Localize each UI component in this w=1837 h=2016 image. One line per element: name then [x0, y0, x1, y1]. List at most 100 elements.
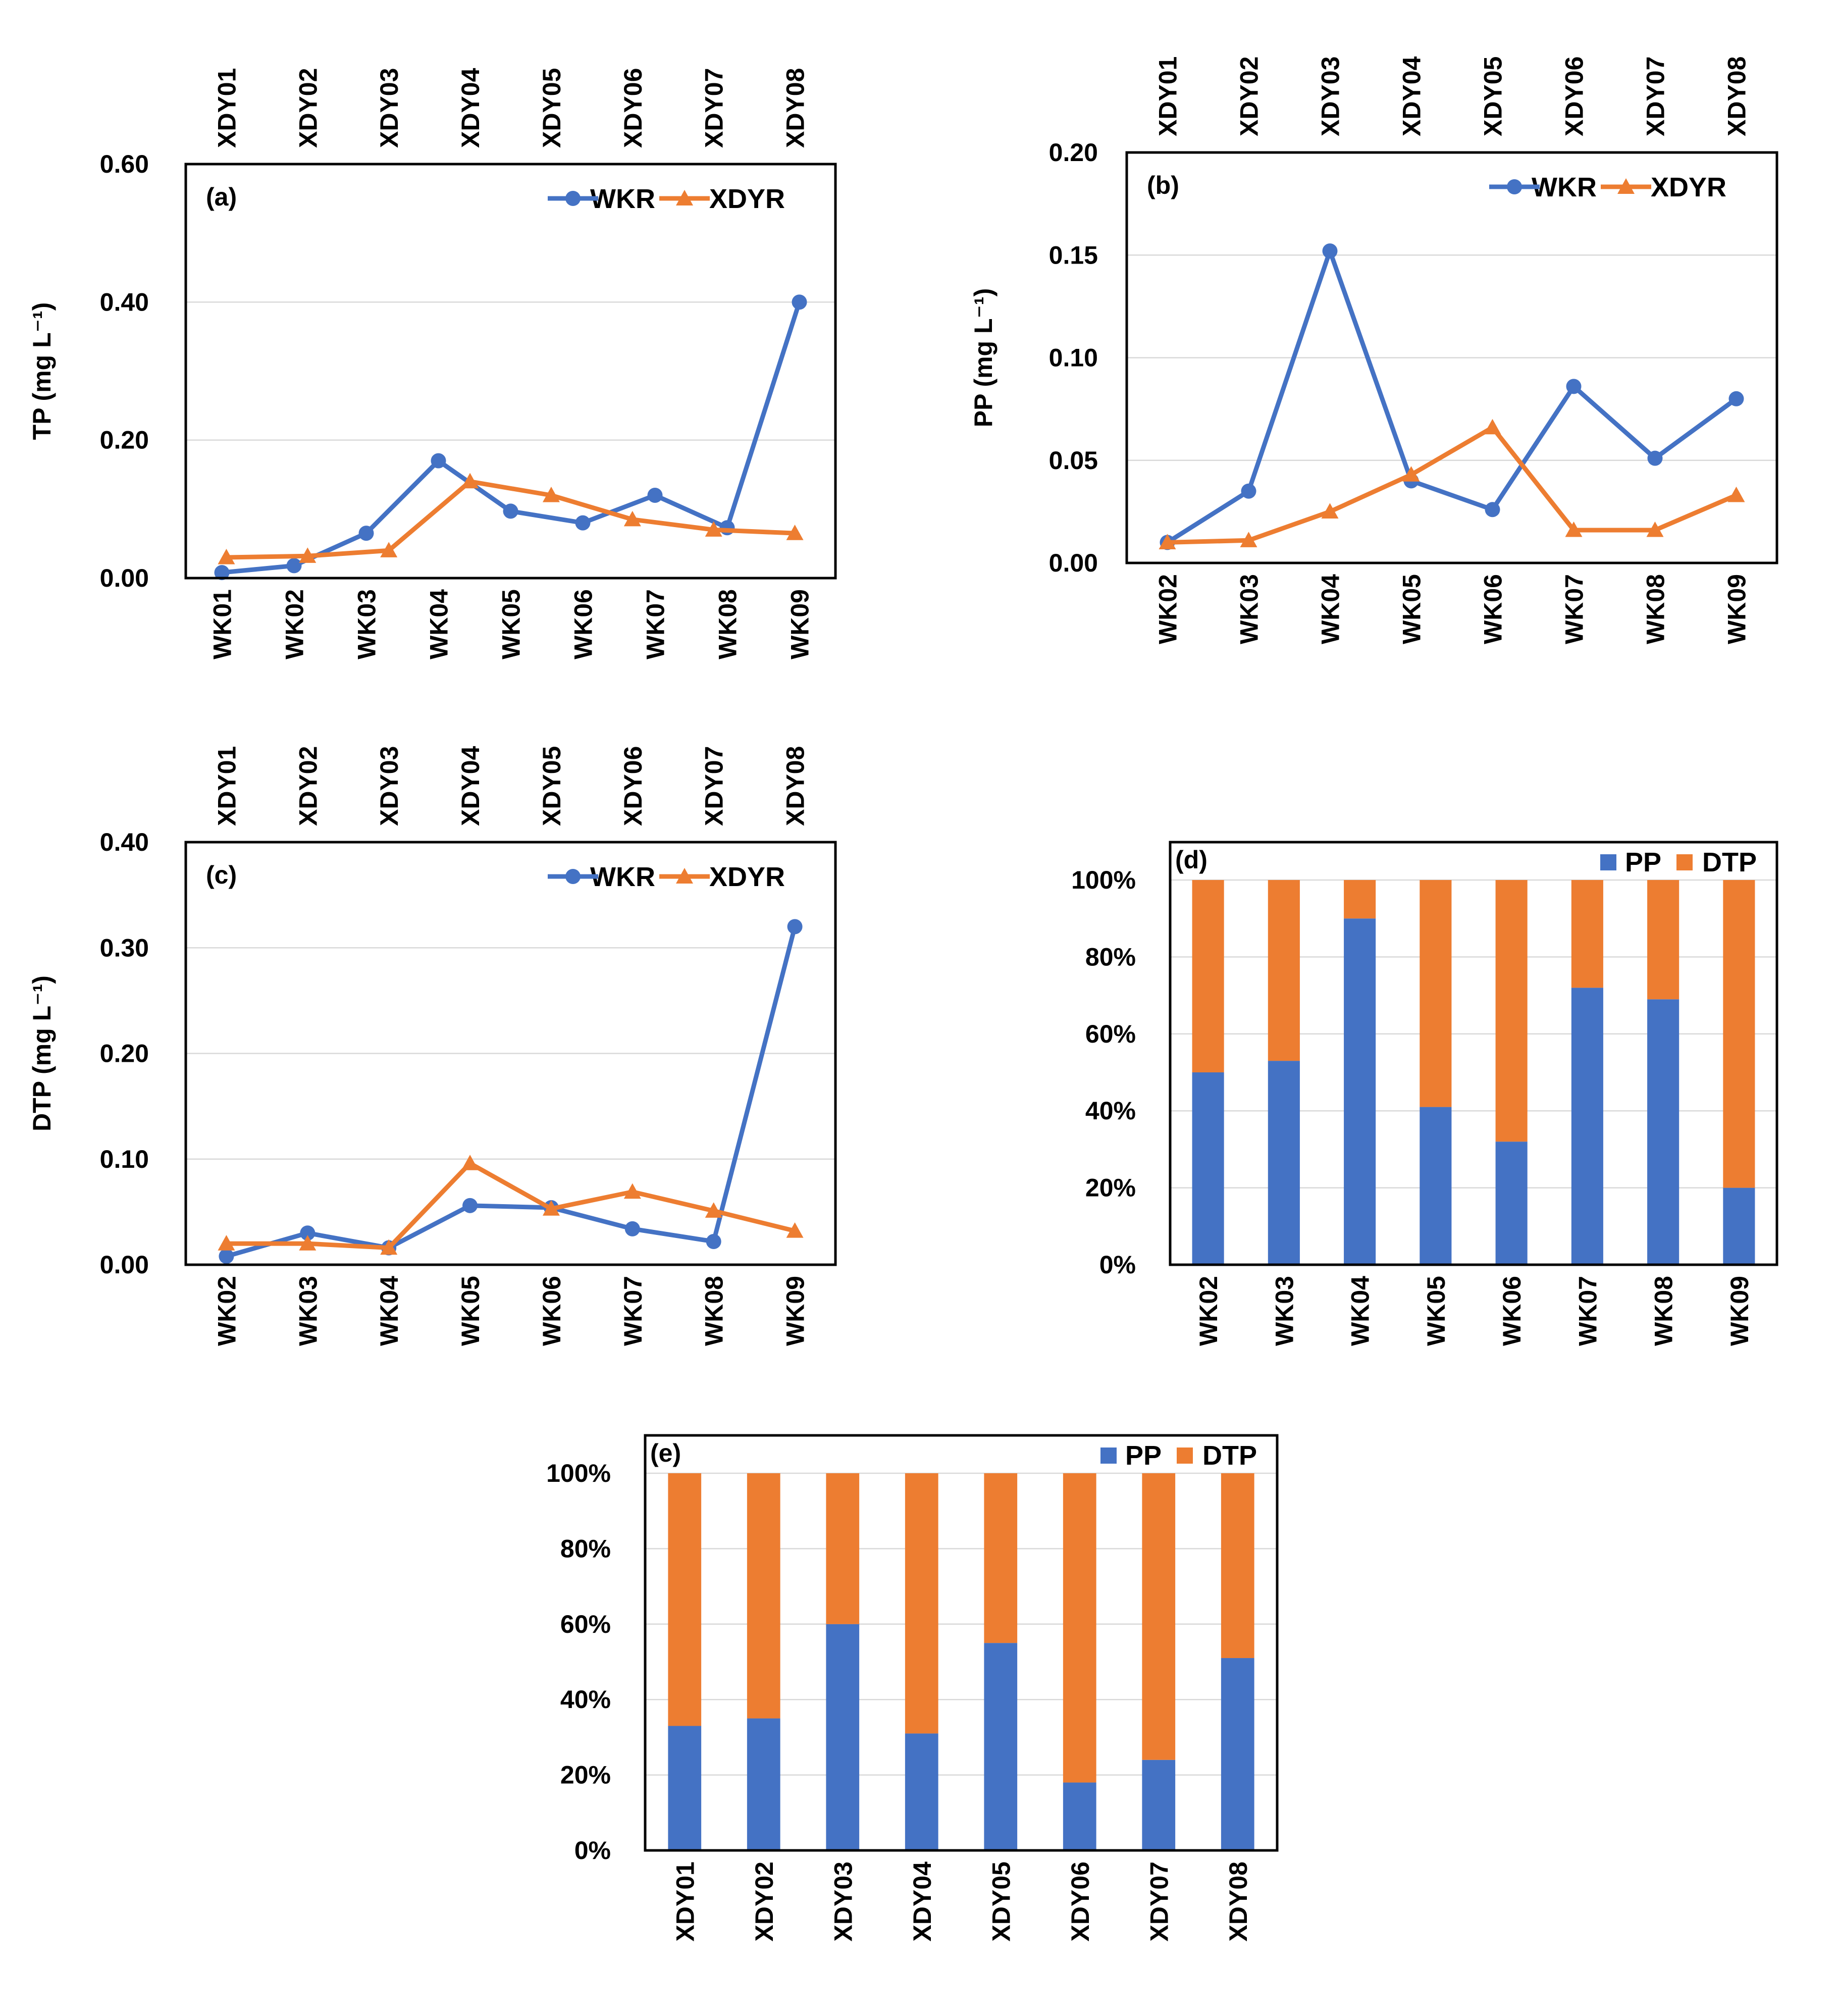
- bar-pp: [1221, 1658, 1254, 1850]
- x-tick-label: WK02: [1154, 574, 1182, 644]
- y-tick-label: 40%: [560, 1685, 611, 1714]
- legend-label: DTP: [1202, 1440, 1257, 1471]
- bar-pp: [668, 1726, 702, 1850]
- top-x-tick-label: XDY02: [1235, 57, 1264, 136]
- x-tick-label: WK09: [1725, 1276, 1754, 1346]
- bar-dtp: [1344, 880, 1376, 919]
- y-tick-label: 0%: [1099, 1251, 1136, 1279]
- panel-a: 0.00 0.20 0.40 0.60 WK01 WK02 WK03 WK04 WK05 WK06…: [28, 68, 837, 659]
- data-point: [1159, 534, 1176, 549]
- top-x-tick-label: XDY08: [781, 68, 810, 148]
- legend-marker: [1617, 178, 1635, 194]
- x-tick-label: WK05: [456, 1276, 485, 1346]
- y-tick-label: 0.00: [100, 564, 149, 592]
- x-tick-label: XDY03: [829, 1862, 857, 1941]
- data-point: [218, 549, 235, 564]
- data-point: [1484, 419, 1501, 435]
- data-point: [705, 1202, 722, 1218]
- data-point: [786, 1222, 804, 1238]
- top-x-tick-label: XDY05: [1479, 57, 1507, 136]
- x-tick-label: WK06: [1498, 1276, 1526, 1346]
- bar-dtp: [1268, 880, 1300, 1061]
- data-point: [461, 1155, 479, 1170]
- y-tick-label: 80%: [1085, 943, 1136, 971]
- x-tick-label: WK05: [1422, 1276, 1450, 1346]
- x-tick-label: XDY04: [908, 1862, 936, 1942]
- panel-e: 0% 20% 40% 60% 80% 100% XDY01 XDY02 XDY03 XDY04 XD…: [546, 1434, 1279, 1942]
- x-tick-label: WK04: [1317, 574, 1345, 644]
- legend-marker: [565, 869, 581, 884]
- legend-label: PP: [1625, 847, 1661, 877]
- legend-marker: [1177, 1448, 1193, 1464]
- legend-marker: [565, 191, 581, 206]
- x-tick-label: XDY01: [671, 1862, 699, 1941]
- legend-label: XDYR: [709, 184, 785, 214]
- y-tick-label: 0.20: [100, 1040, 149, 1068]
- x-tick-label: WK09: [781, 1276, 810, 1346]
- data-point: [219, 1249, 234, 1264]
- bar-pp: [1420, 1107, 1452, 1265]
- y-tick-label: 80%: [560, 1534, 611, 1563]
- legend-marker: [676, 868, 693, 884]
- top-x-tick-label: XDY06: [1560, 57, 1589, 136]
- x-tick-label: WK07: [1560, 574, 1589, 644]
- legend-marker: [1100, 1448, 1117, 1464]
- x-tick-label: WK03: [1270, 1276, 1298, 1346]
- top-x-tick-label: XDY04: [456, 746, 485, 826]
- y-tick-label: 100%: [546, 1459, 611, 1487]
- y-tick-label: 60%: [560, 1610, 611, 1638]
- y-tick-label: 0.20: [100, 426, 149, 454]
- panel-label: (b): [1147, 171, 1179, 199]
- y-tick-label: 20%: [560, 1761, 611, 1789]
- plot-frame: [1125, 151, 1778, 564]
- y-tick-label: 0.20: [1049, 138, 1098, 167]
- y-tick-label: 0.30: [100, 934, 149, 962]
- x-tick-label: WK06: [569, 589, 598, 659]
- data-point: [792, 294, 807, 310]
- bar-dtp: [668, 1473, 702, 1726]
- bar-pp: [1571, 988, 1603, 1265]
- y-axis-title: TP (mg L⁻¹): [28, 302, 56, 440]
- x-tick-label: WK07: [1573, 1276, 1602, 1346]
- bar-pp: [1723, 1187, 1755, 1265]
- bar-dtp: [1647, 880, 1679, 1000]
- y-tick-label: 0.60: [100, 150, 149, 178]
- bar-pp: [1142, 1760, 1176, 1850]
- top-x-tick-label: XDY05: [538, 746, 566, 826]
- x-tick-label: XDY05: [987, 1862, 1015, 1941]
- x-tick-label: WK02: [1194, 1276, 1223, 1346]
- bar-pp: [1647, 999, 1679, 1265]
- x-tick-label: WK09: [786, 589, 814, 659]
- bar-dtp: [1192, 880, 1224, 1072]
- data-point: [1728, 391, 1744, 406]
- x-tick-label: WK07: [619, 1276, 647, 1346]
- x-tick-label: WK06: [1479, 574, 1507, 644]
- plot-frame: [184, 841, 837, 1266]
- x-tick-label: WK03: [353, 589, 381, 659]
- bar-dtp: [1723, 880, 1755, 1188]
- plot-frame: [644, 1434, 1279, 1852]
- top-x-tick-label: XDY04: [456, 68, 485, 148]
- x-tick-label: WK06: [538, 1276, 566, 1346]
- data-point: [1402, 466, 1420, 482]
- data-point: [299, 547, 317, 563]
- top-x-tick-label: XDY08: [1723, 57, 1751, 136]
- top-x-tick-label: XDY02: [294, 746, 322, 826]
- legend-label: XDYR: [1651, 172, 1726, 202]
- bar-pp: [1268, 1061, 1300, 1265]
- data-point: [1240, 532, 1257, 547]
- top-x-tick-label: XDY07: [1642, 57, 1670, 136]
- data-point: [1566, 379, 1582, 394]
- top-x-tick-label: XDY07: [700, 68, 728, 148]
- x-tick-label: WK04: [425, 589, 453, 659]
- top-x-tick-label: XDY01: [213, 68, 241, 148]
- x-tick-label: WK02: [213, 1276, 241, 1346]
- top-x-tick-label: XDY01: [213, 746, 241, 826]
- top-x-tick-label: XDY06: [619, 68, 647, 148]
- data-point: [214, 565, 230, 581]
- data-point: [358, 526, 374, 541]
- legend-marker: [1507, 179, 1522, 194]
- data-point: [1241, 483, 1256, 499]
- data-point: [218, 1235, 235, 1251]
- series-line-xdyr: [1167, 425, 1738, 545]
